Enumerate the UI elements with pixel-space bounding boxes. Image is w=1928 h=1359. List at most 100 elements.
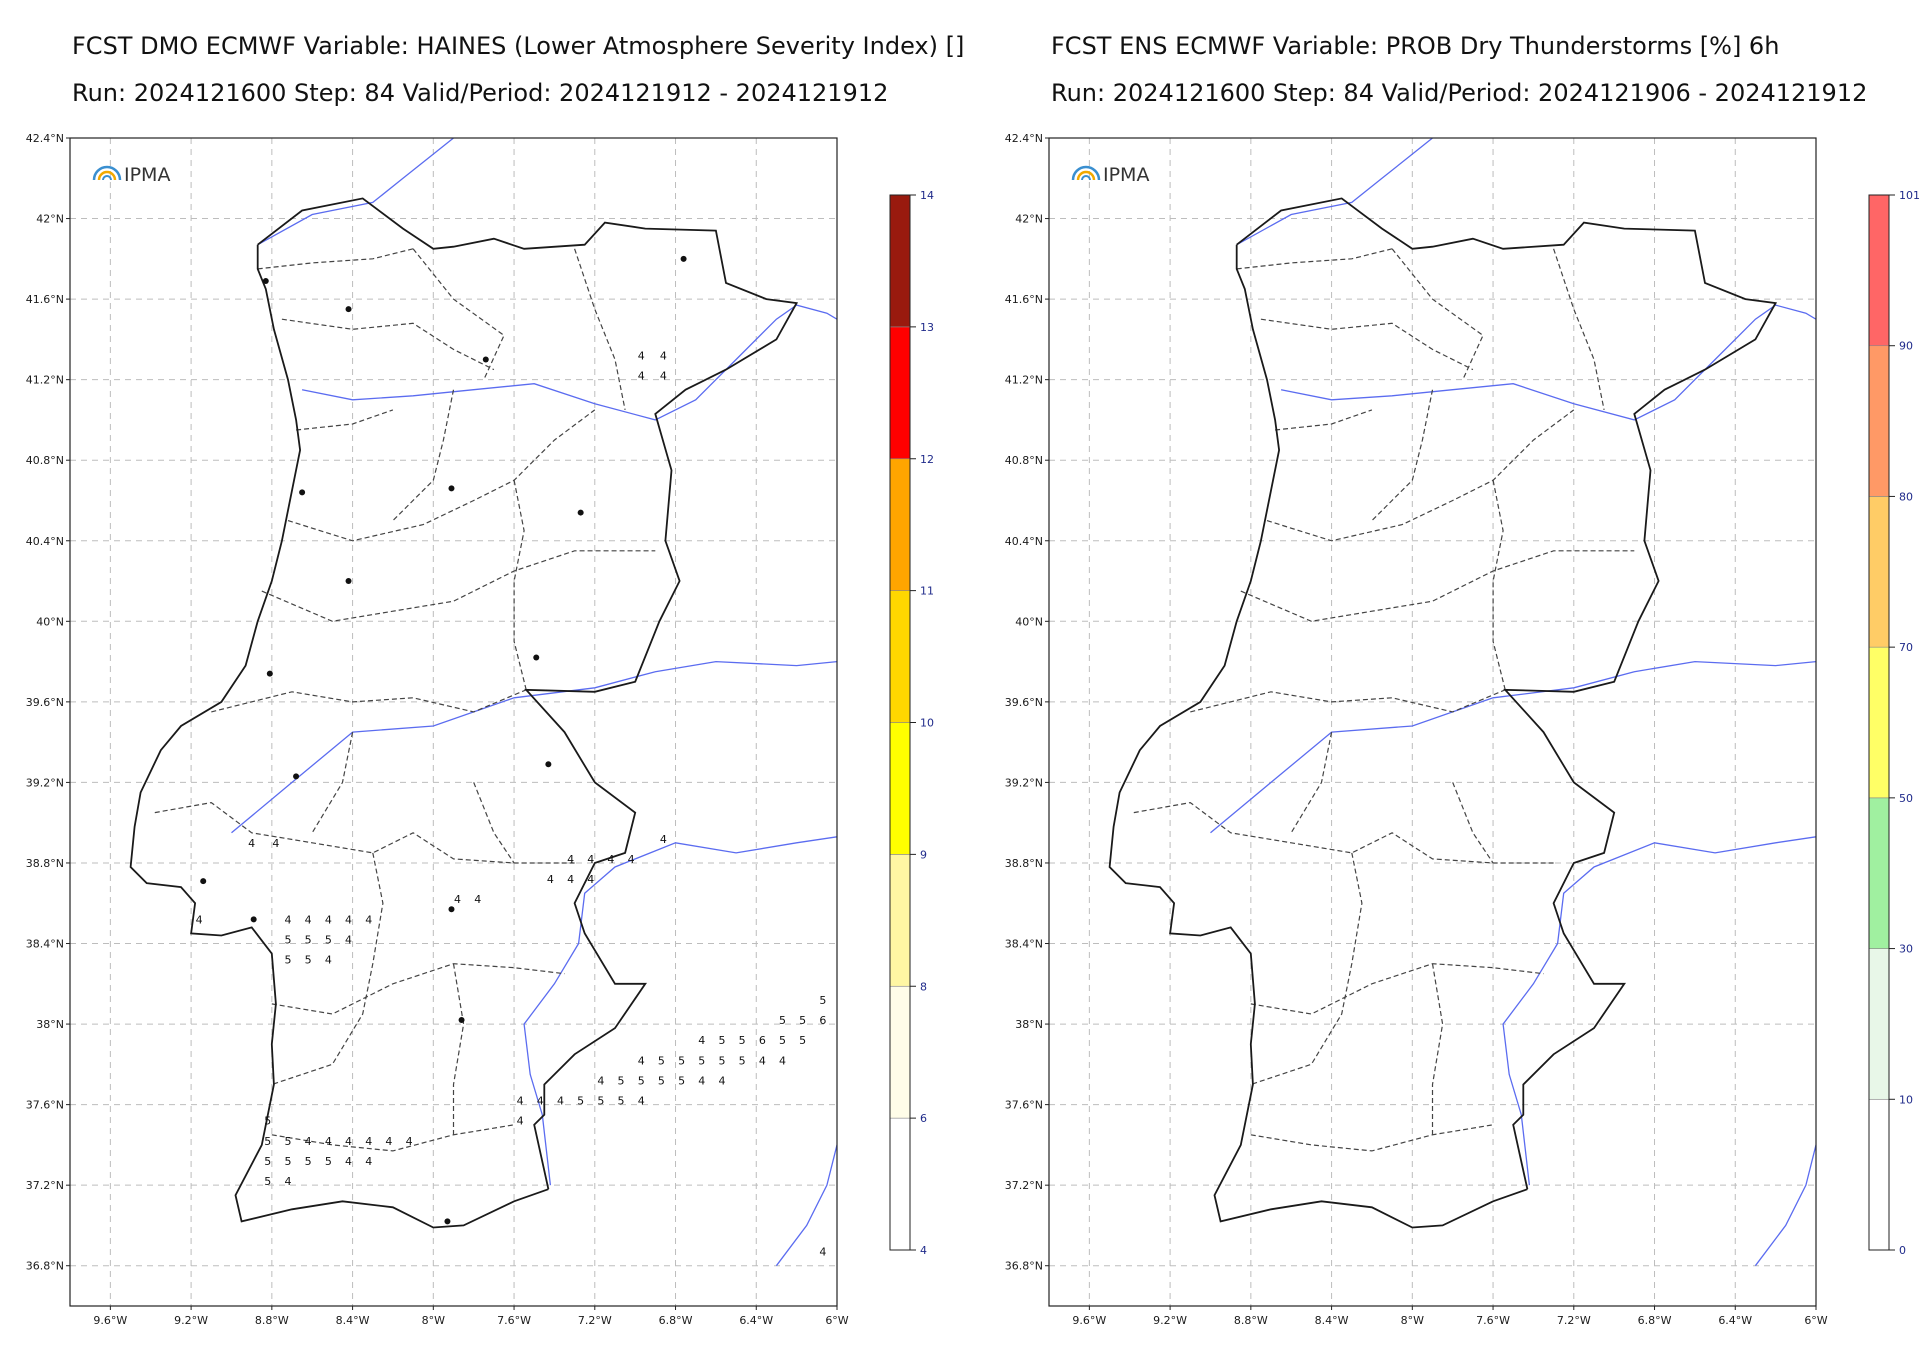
left-district-boundary bbox=[211, 689, 527, 713]
haines-value-label: 4 bbox=[284, 1175, 291, 1188]
right-district-boundary bbox=[1275, 409, 1373, 431]
city-dot bbox=[482, 356, 489, 363]
haines-value-label: 4 bbox=[779, 1054, 786, 1067]
left-colorbar-swatch bbox=[889, 458, 911, 591]
left-colorbar-swatch bbox=[889, 722, 911, 855]
right-lon-tick-label: 8.8°W bbox=[1234, 1314, 1268, 1327]
left-city-markers bbox=[200, 255, 687, 1225]
haines-value-label: 4 bbox=[365, 1135, 372, 1148]
right-district-boundary bbox=[1190, 689, 1506, 713]
haines-value-label: 4 bbox=[305, 913, 312, 926]
haines-value-label: 5 bbox=[678, 1054, 685, 1067]
left-lat-tick-label: 41.6°N bbox=[26, 293, 64, 306]
haines-value-label: 4 bbox=[454, 893, 461, 906]
haines-value-label: 5 bbox=[597, 1095, 604, 1108]
left-lon-tick-label: 9.6°W bbox=[93, 1314, 127, 1327]
left-lon-tick-label: 6.8°W bbox=[659, 1314, 693, 1327]
right-colorbar-label: 10 bbox=[1899, 1093, 1913, 1106]
haines-value-label: 4 bbox=[474, 893, 481, 906]
left-district-boundary bbox=[287, 409, 596, 542]
left-district-boundary bbox=[452, 963, 465, 1135]
haines-value-label: 4 bbox=[325, 913, 332, 926]
haines-value-label: 5 bbox=[305, 933, 312, 946]
left-colorbar-swatch bbox=[889, 590, 911, 723]
haines-value-label: 4 bbox=[660, 349, 667, 362]
haines-value-label: 5 bbox=[264, 1155, 271, 1168]
haines-value-label: 4 bbox=[660, 370, 667, 383]
haines-value-label: 4 bbox=[547, 873, 554, 886]
haines-value-label: 4 bbox=[385, 1135, 392, 1148]
left-colorbar-label: 14 bbox=[920, 189, 934, 202]
haines-value-label: 4 bbox=[345, 1135, 352, 1148]
right-district-boundary bbox=[1371, 389, 1434, 522]
right-lat-tick-label: 41.6°N bbox=[1005, 293, 1043, 306]
right-district-boundary bbox=[1240, 550, 1635, 622]
left-colorbar-label: 8 bbox=[920, 980, 927, 993]
left-colorbar-swatch bbox=[889, 194, 911, 328]
right-district-boundary bbox=[1236, 248, 1393, 270]
left-title-line1: FCST DMO ECMWF Variable: HAINES (Lower A… bbox=[72, 32, 965, 60]
left-ipma-logo: IPMA bbox=[92, 164, 170, 186]
right-district-boundary bbox=[1553, 248, 1605, 411]
right-country-border bbox=[1236, 197, 1778, 1190]
left-map-frame bbox=[69, 137, 838, 1307]
left-district-boundary bbox=[261, 550, 656, 622]
haines-value-label: 4 bbox=[567, 853, 574, 866]
left-lat-tick-label: 39.6°N bbox=[26, 696, 64, 709]
left-colorbar-swatch bbox=[889, 985, 911, 1119]
right-lon-tick-label: 9.2°W bbox=[1153, 1314, 1187, 1327]
haines-value-label: 4 bbox=[607, 853, 614, 866]
city-dot bbox=[444, 1218, 451, 1225]
right-colorbar-label: 90 bbox=[1899, 340, 1913, 353]
left-lon-tick-label: 7.2°W bbox=[578, 1314, 612, 1327]
right-colorbar-swatch bbox=[1868, 797, 1890, 949]
right-lon-tick-label: 6°W bbox=[1804, 1314, 1827, 1327]
haines-value-label: 5 bbox=[325, 1155, 332, 1168]
city-dot bbox=[545, 761, 552, 768]
haines-value-label: 5 bbox=[779, 1034, 786, 1047]
haines-value-label: 4 bbox=[517, 1095, 524, 1108]
city-dot bbox=[299, 489, 306, 496]
haines-value-label: 4 bbox=[345, 1155, 352, 1168]
right-title-line2: Run: 2024121600 Step: 84 Valid/Period: 2… bbox=[1051, 79, 1868, 107]
right-colorbar-frame bbox=[1868, 194, 1890, 1251]
left-lat-tick-label: 42°N bbox=[36, 213, 64, 226]
city-dot bbox=[577, 509, 584, 516]
haines-value-label: 5 bbox=[678, 1074, 685, 1087]
haines-value-label: 4 bbox=[272, 837, 279, 850]
left-district-boundary bbox=[257, 248, 414, 270]
right-lat-tick-label: 40.4°N bbox=[1005, 535, 1043, 548]
right-district-boundary bbox=[1250, 1124, 1494, 1152]
right-lat-tick-label: 42°N bbox=[1015, 213, 1043, 226]
right-colorbar-label: 50 bbox=[1899, 792, 1913, 805]
left-lon-tick-label: 7.6°W bbox=[497, 1314, 531, 1327]
right-colorbar-swatch bbox=[1868, 496, 1890, 648]
left-colorbar: 4 6 8 9 10 11 12 13 14 bbox=[889, 189, 934, 1257]
haines-value-label: 5 bbox=[698, 1054, 705, 1067]
left-district-boundary bbox=[154, 801, 575, 864]
right-colorbar: 0 10 30 50 70 80 90 101 bbox=[1868, 189, 1920, 1257]
left-river-line bbox=[301, 304, 837, 421]
haines-value-label: 5 bbox=[284, 1135, 291, 1148]
haines-value-label: 5 bbox=[718, 1054, 725, 1067]
haines-value-label: 4 bbox=[284, 913, 291, 926]
right-river-line bbox=[1754, 1144, 1816, 1267]
left-district-boundary bbox=[574, 248, 626, 411]
left-river-line bbox=[257, 138, 454, 246]
left-lat-tick-label: 40.8°N bbox=[26, 454, 64, 467]
city-dot bbox=[680, 255, 687, 262]
haines-value-label: 4 bbox=[597, 1074, 604, 1087]
left-colorbar-label: 4 bbox=[920, 1244, 927, 1257]
right-gridlines bbox=[1049, 138, 1816, 1306]
haines-value-label: 4 bbox=[698, 1074, 705, 1087]
left-lat-tick-label: 42.4°N bbox=[26, 132, 64, 145]
haines-value-label: 5 bbox=[305, 954, 312, 967]
right-lon-tick-label: 8°W bbox=[1401, 1314, 1424, 1327]
right-colorbar-label: 101 bbox=[1899, 189, 1920, 202]
left-lon-tick-label: 8.8°W bbox=[255, 1314, 289, 1327]
right-lat-tick-label: 39.6°N bbox=[1005, 696, 1043, 709]
right-district-boundary bbox=[1391, 248, 1484, 380]
left-colorbar-label: 11 bbox=[920, 585, 934, 598]
city-dot bbox=[448, 485, 455, 492]
left-lat-tick-label: 40°N bbox=[36, 615, 64, 628]
